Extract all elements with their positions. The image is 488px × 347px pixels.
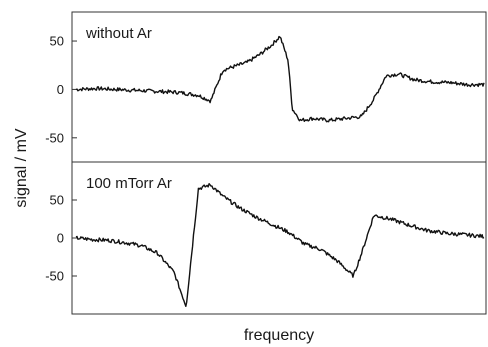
bottom-panel-title: 100 mTorr Ar <box>86 175 172 192</box>
top-y-tick-label: 0 <box>57 82 64 97</box>
bottom-y-ticks: 50 0 -50 <box>45 193 77 284</box>
top-y-tick-label: -50 <box>45 130 64 145</box>
top-y-ticks: 50 0 -50 <box>45 34 77 145</box>
bottom-y-tick-label: -50 <box>45 269 64 284</box>
bottom-series-line <box>75 183 485 307</box>
top-panel-title: without Ar <box>85 25 152 42</box>
panel-without-ar: without Ar 50 0 -50 <box>45 11 487 163</box>
bottom-y-tick-label: 50 <box>50 193 64 208</box>
y-axis-label: signal / mV <box>13 128 30 207</box>
top-series-line <box>75 35 485 123</box>
panel-100-mtorr-ar: 100 mTorr Ar 50 0 -50 <box>45 161 487 315</box>
bottom-y-tick-label: 0 <box>57 231 64 246</box>
top-y-tick-label: 50 <box>50 34 64 49</box>
x-axis-label: frequency <box>244 327 314 344</box>
